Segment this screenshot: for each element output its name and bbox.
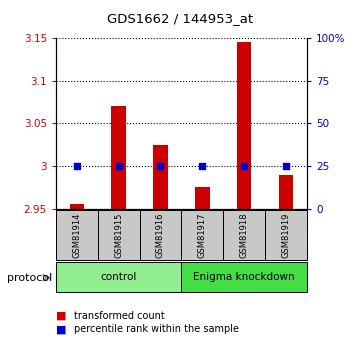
Bar — [153, 145, 168, 209]
Text: Enigma knockdown: Enigma knockdown — [193, 272, 295, 282]
Text: transformed count: transformed count — [74, 311, 165, 321]
Point — [241, 163, 247, 169]
Bar — [181, 210, 223, 260]
Point — [283, 163, 289, 169]
Text: GSM81914: GSM81914 — [72, 213, 81, 258]
Bar — [56, 262, 181, 292]
Text: ■: ■ — [56, 311, 66, 321]
Text: GSM81915: GSM81915 — [114, 213, 123, 258]
Text: percentile rank within the sample: percentile rank within the sample — [74, 325, 239, 334]
Point — [116, 163, 122, 169]
Text: GSM81917: GSM81917 — [198, 213, 207, 258]
Text: GSM81919: GSM81919 — [282, 213, 291, 258]
Bar — [98, 210, 140, 260]
Text: control: control — [100, 272, 137, 282]
Bar — [56, 210, 98, 260]
Bar — [111, 106, 126, 209]
Bar — [279, 175, 293, 209]
Text: GDS1662 / 144953_at: GDS1662 / 144953_at — [108, 12, 253, 25]
Point — [199, 163, 205, 169]
Bar — [237, 42, 252, 209]
Bar — [195, 187, 210, 209]
Bar — [265, 210, 307, 260]
Text: GSM81916: GSM81916 — [156, 213, 165, 258]
Text: ■: ■ — [56, 325, 66, 334]
Bar — [140, 210, 181, 260]
Text: GSM81918: GSM81918 — [240, 213, 249, 258]
Bar — [70, 205, 84, 209]
Bar — [223, 210, 265, 260]
Point — [158, 163, 164, 169]
Point — [74, 163, 80, 169]
Text: protocol: protocol — [7, 273, 52, 283]
Bar — [181, 262, 307, 292]
